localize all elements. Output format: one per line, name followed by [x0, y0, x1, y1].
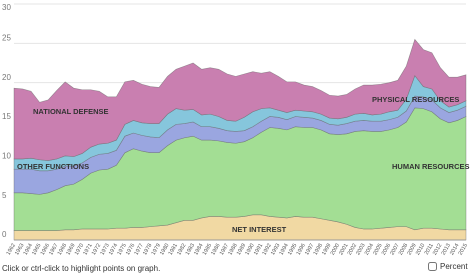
x-tick-label: 1967 [48, 243, 59, 257]
area-label: NET INTEREST [232, 225, 287, 234]
percent-toggle[interactable]: Percent [428, 262, 468, 271]
x-tick-label: 2006 [381, 243, 392, 257]
x-tick-label: 2013 [441, 243, 452, 257]
area-label: NATIONAL DEFENSE [33, 107, 109, 116]
x-tick-label: 2002 [347, 243, 358, 257]
percent-checkbox[interactable] [428, 262, 437, 271]
x-tick-label: 1978 [142, 243, 153, 257]
x-tick-label: 2014 [449, 243, 460, 257]
x-tick-label: 1996 [296, 243, 307, 257]
x-tick-label: 1984 [193, 243, 204, 257]
x-tick-label: 1992 [262, 243, 273, 257]
x-tick-label: 1968 [57, 243, 68, 257]
x-tick-label: 2008 [398, 243, 409, 257]
x-tick-label: 1965 [31, 243, 42, 257]
x-tick-label: 1972 [91, 243, 102, 257]
x-tick-label: 1997 [304, 243, 315, 257]
x-tick-label: 2009 [406, 243, 417, 257]
x-tick-label: 2001 [338, 243, 349, 257]
x-tick-label: 1988 [227, 243, 238, 257]
area-label: HUMAN RESOURCES [392, 162, 470, 171]
x-tick-label: 2000 [330, 243, 341, 257]
x-tick-label: 2011 [424, 243, 435, 256]
x-tick-label: 1981 [168, 243, 179, 257]
x-tick-label: 1986 [210, 243, 221, 257]
x-tick-label: 1979 [151, 243, 162, 257]
y-tick-label: 15 [2, 112, 11, 121]
x-tick-label: 1982 [176, 243, 187, 257]
y-tick-label: 10 [2, 151, 11, 160]
y-tick-label: 20 [2, 73, 11, 82]
x-tick-label: 1991 [253, 243, 264, 257]
x-tick-label: 2004 [364, 243, 375, 257]
area-label: OTHER FUNCTIONS [17, 162, 89, 171]
x-tick-label: 1962 [6, 243, 17, 257]
x-tick-label: 2007 [389, 243, 400, 257]
area-label: PHYSICAL RESOURCES [372, 95, 459, 104]
x-tick-label: 1963 [14, 243, 25, 257]
x-tick-label: 1966 [40, 243, 51, 257]
x-tick-label: 1970 [74, 243, 85, 257]
x-tick-label: 1994 [279, 243, 290, 257]
x-tick-label: 2012 [432, 243, 443, 257]
x-tick-label: 1973 [99, 243, 110, 257]
x-tick-label: 1975 [117, 243, 128, 257]
x-tick-label: 1987 [219, 243, 230, 257]
x-tick-label: 1964 [23, 243, 34, 257]
x-tick-label: 1969 [65, 243, 76, 257]
x-tick-label: 1999 [321, 243, 332, 257]
x-tick-label: 1974 [108, 243, 119, 257]
y-tick-label: 30 [2, 3, 11, 12]
x-tick-label: 2015 [458, 243, 469, 257]
x-tick-label: 1971 [82, 243, 93, 257]
percent-label: Percent [440, 262, 468, 271]
y-tick-label: 0 [2, 230, 7, 239]
x-tick-label: 1977 [134, 243, 145, 257]
x-tick-label: 2003 [355, 243, 366, 257]
x-tick-label: 2005 [372, 243, 383, 257]
x-tick-label: 1993 [270, 243, 281, 257]
area [13, 38, 467, 161]
x-tick-label: 1998 [313, 243, 324, 257]
x-tick-label: 1976 [125, 243, 136, 257]
y-tick-label: 5 [2, 191, 7, 200]
x-tick-label: 1990 [244, 243, 255, 257]
x-tick-label: 1985 [202, 243, 213, 257]
x-tick-label: 2010 [415, 243, 426, 257]
x-tick-label: 1995 [287, 243, 298, 257]
x-tick-label: 1983 [185, 243, 196, 257]
x-tick-label: 1989 [236, 243, 247, 257]
y-tick-label: 25 [2, 33, 11, 42]
x-tick-label: 1980 [159, 243, 170, 257]
chart: 0 5 10 15 20 25 30 1962196319641965196619671968… [2, 3, 470, 257]
hint-text: Click or ctrl-click to highlight points … [2, 264, 161, 273]
